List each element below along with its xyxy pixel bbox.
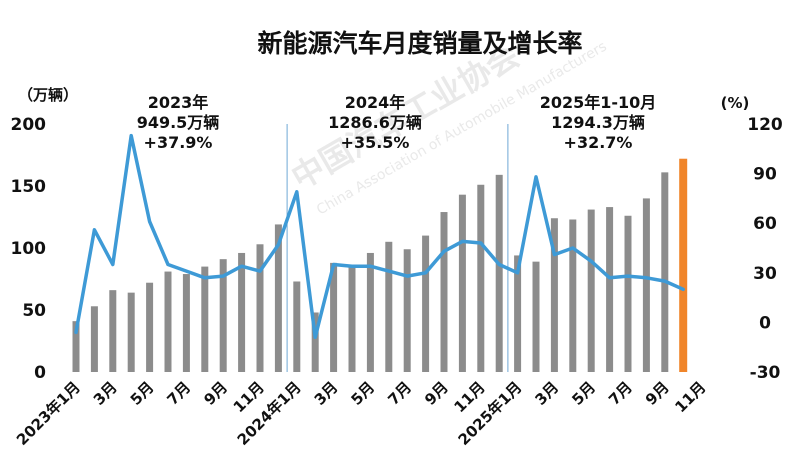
bar: [182, 274, 190, 372]
bar: [127, 292, 135, 372]
right-tick-label: 30: [753, 264, 777, 284]
bar: [514, 255, 522, 372]
bar: [274, 224, 282, 372]
left-axis: 0 50 100 150 200: [11, 115, 47, 383]
right-tick-label: 120: [747, 115, 783, 135]
left-tick-label: 50: [22, 301, 46, 321]
x-tick-label: 5月: [568, 378, 599, 409]
bar: [164, 271, 172, 372]
growth-line-series: [74, 133, 685, 340]
x-tick-label: 7月: [384, 378, 415, 409]
bar: [293, 281, 301, 372]
bar: [330, 262, 338, 372]
bar: [348, 266, 356, 372]
bar: [642, 198, 650, 372]
right-tick-label: 60: [753, 214, 777, 234]
annotation-line: +35.5%: [341, 133, 410, 152]
x-tick-label: 9月: [200, 378, 231, 409]
bar: [201, 266, 209, 372]
bar: [385, 241, 393, 372]
annotation-line: 2025年1-10月: [540, 93, 657, 112]
right-tick-label: 0: [759, 313, 771, 333]
x-tick-label: 11月: [671, 378, 709, 416]
bar: [495, 174, 503, 372]
annotation-line: +32.7%: [564, 133, 633, 152]
bar: [72, 321, 80, 372]
bar: [422, 235, 430, 372]
x-tick-label: 3月: [90, 378, 121, 409]
bar: [477, 184, 485, 372]
bar: [311, 312, 319, 372]
x-tick-label: 3月: [532, 378, 563, 409]
bar: [606, 207, 614, 372]
left-tick-label: 200: [11, 115, 47, 135]
bar: [679, 158, 688, 372]
bar: [624, 215, 632, 372]
annotation-line: 949.5万辆: [137, 113, 220, 132]
bar: [569, 219, 577, 372]
bar: [440, 212, 448, 372]
left-tick-label: 100: [11, 239, 47, 259]
x-tick-label: 7月: [605, 378, 636, 409]
bar: [109, 290, 117, 372]
x-tick-label: 7月: [164, 378, 195, 409]
bar: [661, 172, 669, 372]
annotation-line: 1286.6万辆: [328, 113, 422, 132]
bar: [587, 209, 595, 372]
bar: [238, 252, 246, 372]
x-tick-label: 5月: [348, 378, 379, 409]
bar: [532, 261, 540, 372]
x-tick-label: 3月: [311, 378, 342, 409]
chart-title: 新能源汽车月度销量及增长率: [257, 29, 582, 58]
growth-line: [74, 133, 685, 340]
bar: [403, 249, 411, 372]
left-tick-label: 150: [11, 177, 47, 197]
annotation-line: 1294.3万辆: [551, 113, 645, 132]
annotation-line: +37.9%: [144, 133, 213, 152]
bar: [550, 218, 558, 372]
bar: [366, 252, 374, 372]
year-dividers: [286, 124, 509, 372]
left-tick-label: 0: [34, 363, 46, 383]
bar: [219, 259, 227, 372]
x-tick-label: 9月: [642, 378, 673, 409]
bar: [146, 282, 154, 372]
right-tick-label: 90: [753, 165, 777, 185]
x-tick-label: 2023年1月: [13, 378, 84, 449]
right-tick-label: -30: [750, 363, 781, 383]
bar: [256, 244, 264, 372]
annotation-line: 2024年: [345, 93, 406, 112]
left-axis-unit: （万辆）: [18, 86, 78, 104]
annotation-line: 2023年: [148, 93, 209, 112]
x-tick-label: 5月: [127, 378, 158, 409]
right-axis: -30 0 30 60 90 120: [747, 115, 783, 383]
x-tick-label: 9月: [421, 378, 452, 409]
bar: [458, 194, 466, 372]
bar: [90, 306, 98, 372]
bar-series: [72, 158, 688, 372]
right-axis-unit: (%): [721, 94, 750, 112]
